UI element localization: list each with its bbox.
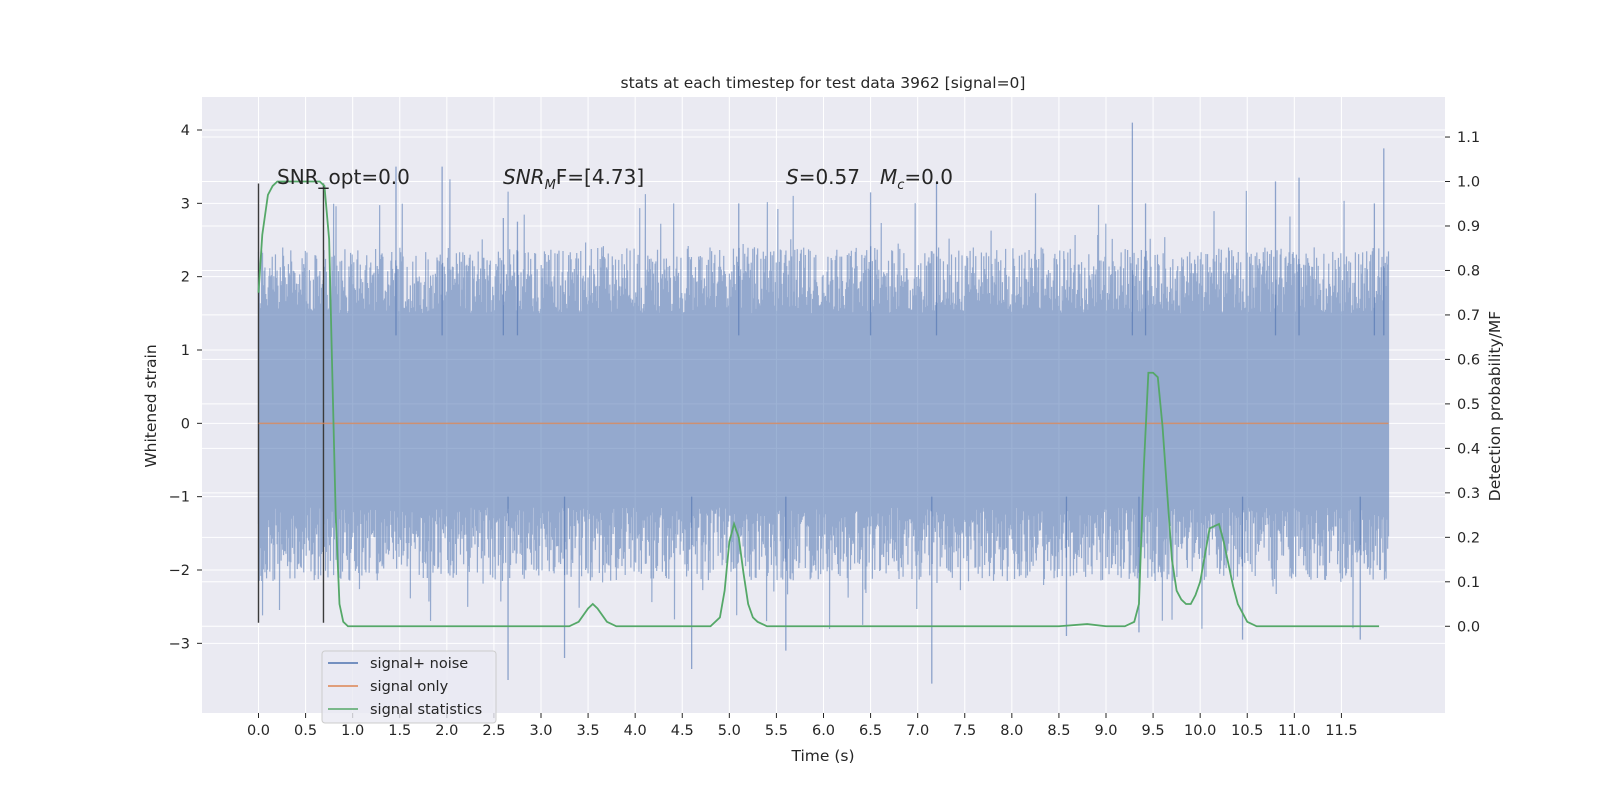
x-tick-label: 2.5 xyxy=(482,723,505,739)
y2-tick-label: 0.8 xyxy=(1457,263,1480,279)
x-tick-label: 4.5 xyxy=(671,723,694,739)
signal-noise-series xyxy=(257,122,1390,684)
legend-label-stats: signal statistics xyxy=(370,702,482,718)
y2-tick-label: 0.1 xyxy=(1457,575,1480,591)
y-tick-label: −1 xyxy=(169,490,190,506)
y-tick-label: 4 xyxy=(181,123,190,139)
y2-tick-label: 0.9 xyxy=(1457,219,1480,235)
snr-mf-suffix: F=[4.73] xyxy=(556,165,644,189)
y2-tick-label: 0.0 xyxy=(1457,619,1480,635)
annotation-snr-mf: SNRMF=[4.73] xyxy=(503,165,644,193)
x-tick-label: 0.5 xyxy=(294,723,317,739)
x-tick-label: 2.0 xyxy=(435,723,458,739)
x-tick-label: 7.5 xyxy=(953,723,976,739)
y2-tick-label: 1.0 xyxy=(1457,175,1480,191)
x-tick-label: 1.0 xyxy=(341,723,364,739)
y2-tick-label: 0.4 xyxy=(1457,441,1480,457)
y-tick-label: 2 xyxy=(181,270,190,286)
legend-label-signal: signal only xyxy=(370,679,449,695)
snr-mf-prefix: SNR xyxy=(503,165,545,189)
y2-tick-label: 0.5 xyxy=(1457,397,1480,413)
noise-trace xyxy=(257,179,1390,630)
y2-tick-label: 0.3 xyxy=(1457,486,1480,502)
x-tick-label: 0.0 xyxy=(247,723,270,739)
mc-value: =0.0 xyxy=(904,165,953,189)
x-tick-label: 1.5 xyxy=(388,723,411,739)
vertical-markers xyxy=(257,183,325,623)
y2-axis-label: Detection probability/MF xyxy=(1486,311,1504,502)
x-tick-label: 4.0 xyxy=(624,723,647,739)
x-tick-label: 3.5 xyxy=(577,723,600,739)
s-value: =0.57 xyxy=(799,165,860,189)
x-tick-label: 5.5 xyxy=(765,723,788,739)
legend-box xyxy=(321,650,497,724)
y-tick-label: −3 xyxy=(169,636,190,652)
signal-statistics-line xyxy=(257,180,1380,628)
y-tick-label: 1 xyxy=(181,343,190,359)
x-tick-label: 6.5 xyxy=(859,723,882,739)
x-tick-label: 10.5 xyxy=(1231,723,1263,739)
signal-statistics-series xyxy=(257,180,1380,628)
x-tick-label: 5.0 xyxy=(718,723,741,739)
x-tick-label: 11.0 xyxy=(1278,723,1310,739)
y2-tick-label: 0.6 xyxy=(1457,352,1480,368)
x-tick-label: 11.5 xyxy=(1325,723,1357,739)
y-tick-label: 3 xyxy=(181,196,190,212)
mc-label: M xyxy=(880,165,897,189)
annotation-snr-opt: SNR_opt=0.0 xyxy=(277,165,410,189)
x-axis-ticks: 0.0 0.5 1.0 1.5 2.0 2.5 3.0 3.5 4.0 4.5 5.0 5.5 6.0 6… xyxy=(247,713,1358,739)
legend-label-noise: signal+ noise xyxy=(370,656,468,672)
x-tick-label: 8.5 xyxy=(1047,723,1070,739)
x-tick-label: 7.0 xyxy=(906,723,929,739)
annotation-mc: Mc=0.0 xyxy=(880,165,953,193)
y-axis-label: Whitened strain xyxy=(142,344,160,467)
x-axis-label: Time (s) xyxy=(790,747,854,765)
x-tick-label: 10.0 xyxy=(1184,723,1216,739)
mc-sub: c xyxy=(897,178,904,193)
annotation-s: S=0.57 xyxy=(786,165,860,189)
y2-tick-label: 0.7 xyxy=(1457,308,1480,324)
x-tick-label: 8.0 xyxy=(1000,723,1023,739)
y-tick-label: −2 xyxy=(169,563,190,579)
x-tick-label: 9.5 xyxy=(1142,723,1165,739)
y-tick-label: 0 xyxy=(181,416,190,432)
chart-title: stats at each timestep for test data 396… xyxy=(621,74,1026,92)
y2-axis-ticks: 0.0 0.1 0.2 0.3 0.4 0.5 0.6 0.7 0.8 0.9 1.0 1.1 xyxy=(1445,130,1480,635)
y-axis-ticks: −3 −2 −1 0 1 2 3 4 xyxy=(169,123,202,652)
s-label: S xyxy=(786,165,799,189)
x-tick-label: 9.0 xyxy=(1094,723,1117,739)
snr-mf-sub: M xyxy=(545,178,556,193)
y2-tick-label: 1.1 xyxy=(1457,130,1480,146)
y2-tick-label: 0.2 xyxy=(1457,530,1480,546)
x-tick-label: 3.0 xyxy=(529,723,552,739)
x-tick-label: 6.0 xyxy=(812,723,835,739)
legend: signal+ noise signal only signal statist… xyxy=(321,650,497,724)
